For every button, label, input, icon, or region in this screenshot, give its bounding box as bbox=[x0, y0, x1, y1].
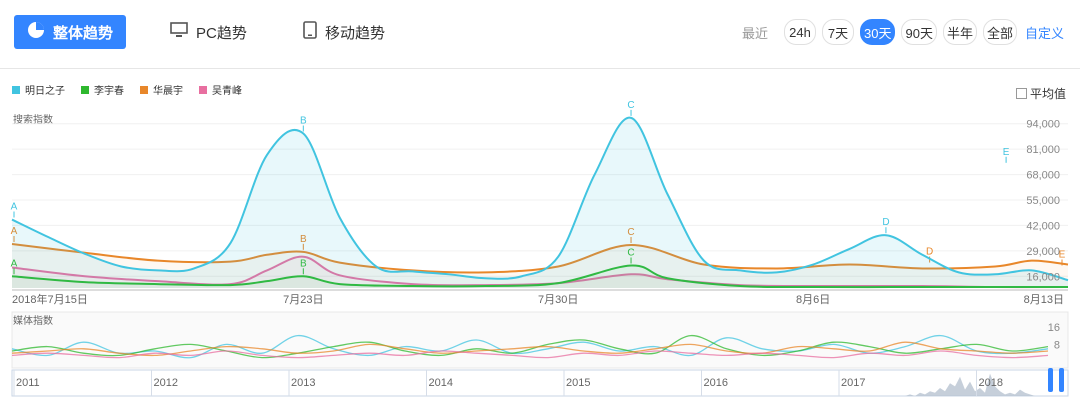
series-line[interactable] bbox=[11, 116, 1069, 282]
annotation-label[interactable]: D bbox=[882, 217, 889, 228]
y-tick-label: 29,000 bbox=[1026, 246, 1060, 258]
range-handle-right[interactable] bbox=[1059, 368, 1064, 392]
nav-year-label: 2015 bbox=[566, 377, 590, 389]
annotation-label[interactable]: D bbox=[926, 247, 933, 258]
nav-volume-area bbox=[900, 373, 1035, 396]
media-y-tick-label: 16 bbox=[1048, 322, 1060, 334]
series-area bbox=[12, 117, 1068, 288]
y-tick-label: 68,000 bbox=[1026, 170, 1060, 182]
time-range-selector: 最近 24h 7天 30天 90天 半年 全部 自定义 bbox=[742, 19, 1064, 45]
media-index-title: 媒体指数 bbox=[13, 314, 53, 327]
annotation-label[interactable]: A bbox=[11, 258, 18, 269]
x-tick-label: 8月6日 bbox=[796, 294, 830, 306]
tab-mobile-trend[interactable]: 移动趋势 bbox=[303, 15, 385, 49]
range-handle-left[interactable] bbox=[1048, 368, 1053, 392]
tablet-icon bbox=[303, 21, 317, 43]
y-tick-label: 55,000 bbox=[1026, 195, 1060, 207]
legend-label: 华晨宇 bbox=[153, 86, 183, 97]
y-tick-label: 42,000 bbox=[1026, 220, 1060, 232]
legend-item-4[interactable]: 吴青峰 bbox=[199, 82, 242, 97]
annotation-label[interactable]: B bbox=[300, 258, 307, 269]
x-tick-label: 7月30日 bbox=[538, 294, 578, 306]
nav-year-label: 2011 bbox=[16, 377, 40, 389]
average-label: 平均值 bbox=[1029, 87, 1066, 101]
legend-swatch bbox=[12, 85, 20, 94]
series-area bbox=[12, 244, 1068, 288]
legend-swatch bbox=[140, 85, 148, 94]
x-tick-label: 8月13日 bbox=[1024, 294, 1064, 306]
range-custom-link[interactable]: 自定义 bbox=[1024, 25, 1064, 41]
range-30d-button[interactable]: 30天 bbox=[860, 19, 896, 45]
annotation-label[interactable]: C bbox=[627, 227, 634, 238]
series-area bbox=[12, 265, 1068, 288]
nav-year-label: 2013 bbox=[291, 377, 315, 389]
media-series-line bbox=[11, 350, 1049, 359]
legend-swatch bbox=[199, 85, 207, 94]
range-24h-button[interactable]: 24h bbox=[784, 19, 817, 45]
x-tick-label: 7月23日 bbox=[283, 294, 323, 306]
annotation-label[interactable]: C bbox=[627, 100, 634, 111]
search-index-title: 搜索指数 bbox=[13, 113, 53, 126]
annotation-label[interactable]: A bbox=[11, 226, 18, 237]
tab-overall-label: 整体趋势 bbox=[52, 24, 113, 42]
annotation-label[interactable]: E bbox=[1059, 249, 1066, 260]
y-tick-label: 81,000 bbox=[1026, 144, 1060, 156]
series-line[interactable] bbox=[11, 243, 1069, 274]
legend-swatch bbox=[81, 85, 89, 94]
tab-overall-trend[interactable]: 整体趋势 bbox=[14, 15, 126, 49]
range-all-button[interactable]: 全部 bbox=[982, 19, 1017, 45]
legend-item-1[interactable]: 明日之子 bbox=[12, 82, 65, 97]
range-90d-button[interactable]: 90天 bbox=[901, 19, 937, 45]
nav-year-label: 2012 bbox=[154, 377, 178, 389]
annotation-label[interactable]: C bbox=[627, 248, 634, 259]
range-7d-button[interactable]: 7天 bbox=[822, 19, 855, 45]
nav-year-label: 2016 bbox=[704, 377, 728, 389]
chart-legend: 明日之子 李宇春 华晨宇 吴青峰 bbox=[12, 82, 242, 97]
nav-year-label: 2018 bbox=[979, 377, 1003, 389]
annotation-label[interactable]: A bbox=[11, 202, 18, 213]
media-series-line bbox=[11, 334, 1049, 359]
annotation-label[interactable]: B bbox=[300, 234, 307, 245]
y-tick-label: 16,000 bbox=[1026, 271, 1060, 283]
y-tick-label: 94,000 bbox=[1026, 119, 1060, 131]
legend-label: 李宇春 bbox=[94, 86, 124, 97]
range-half-year-button[interactable]: 半年 bbox=[942, 19, 977, 45]
media-index-panel bbox=[11, 311, 1069, 369]
legend-label: 吴青峰 bbox=[212, 86, 242, 97]
legend-item-2[interactable]: 李宇春 bbox=[81, 82, 124, 97]
media-y-tick-label: 8 bbox=[1054, 339, 1060, 351]
monitor-icon bbox=[170, 22, 188, 42]
average-toggle[interactable]: 平均值 bbox=[1015, 85, 1066, 102]
nav-year-label: 2017 bbox=[841, 377, 865, 389]
range-label: 最近 bbox=[742, 25, 769, 41]
checkbox-icon bbox=[1015, 88, 1027, 99]
pie-chart-icon bbox=[27, 21, 45, 43]
nav-year-label: 2014 bbox=[429, 377, 453, 389]
series-line[interactable] bbox=[11, 264, 1068, 289]
x-tick-label: 2018年7月15日 bbox=[12, 292, 88, 306]
tab-pc-label: PC趋势 bbox=[196, 24, 247, 42]
annotation-label[interactable]: E bbox=[1003, 147, 1010, 158]
legend-item-3[interactable]: 华晨宇 bbox=[140, 82, 183, 97]
media-series-line bbox=[11, 341, 1049, 357]
timeline-navigator[interactable] bbox=[11, 369, 1069, 397]
tab-mobile-label: 移动趋势 bbox=[325, 24, 386, 42]
legend-label: 明日之子 bbox=[25, 86, 65, 97]
top-toolbar: 整体趋势 PC趋势 移动趋势 最近 24h 7天 30天 90天 半年 全部 自… bbox=[0, 0, 1080, 69]
annotation-label[interactable]: B bbox=[300, 116, 307, 127]
tab-pc-trend[interactable]: PC趋势 bbox=[170, 15, 247, 49]
